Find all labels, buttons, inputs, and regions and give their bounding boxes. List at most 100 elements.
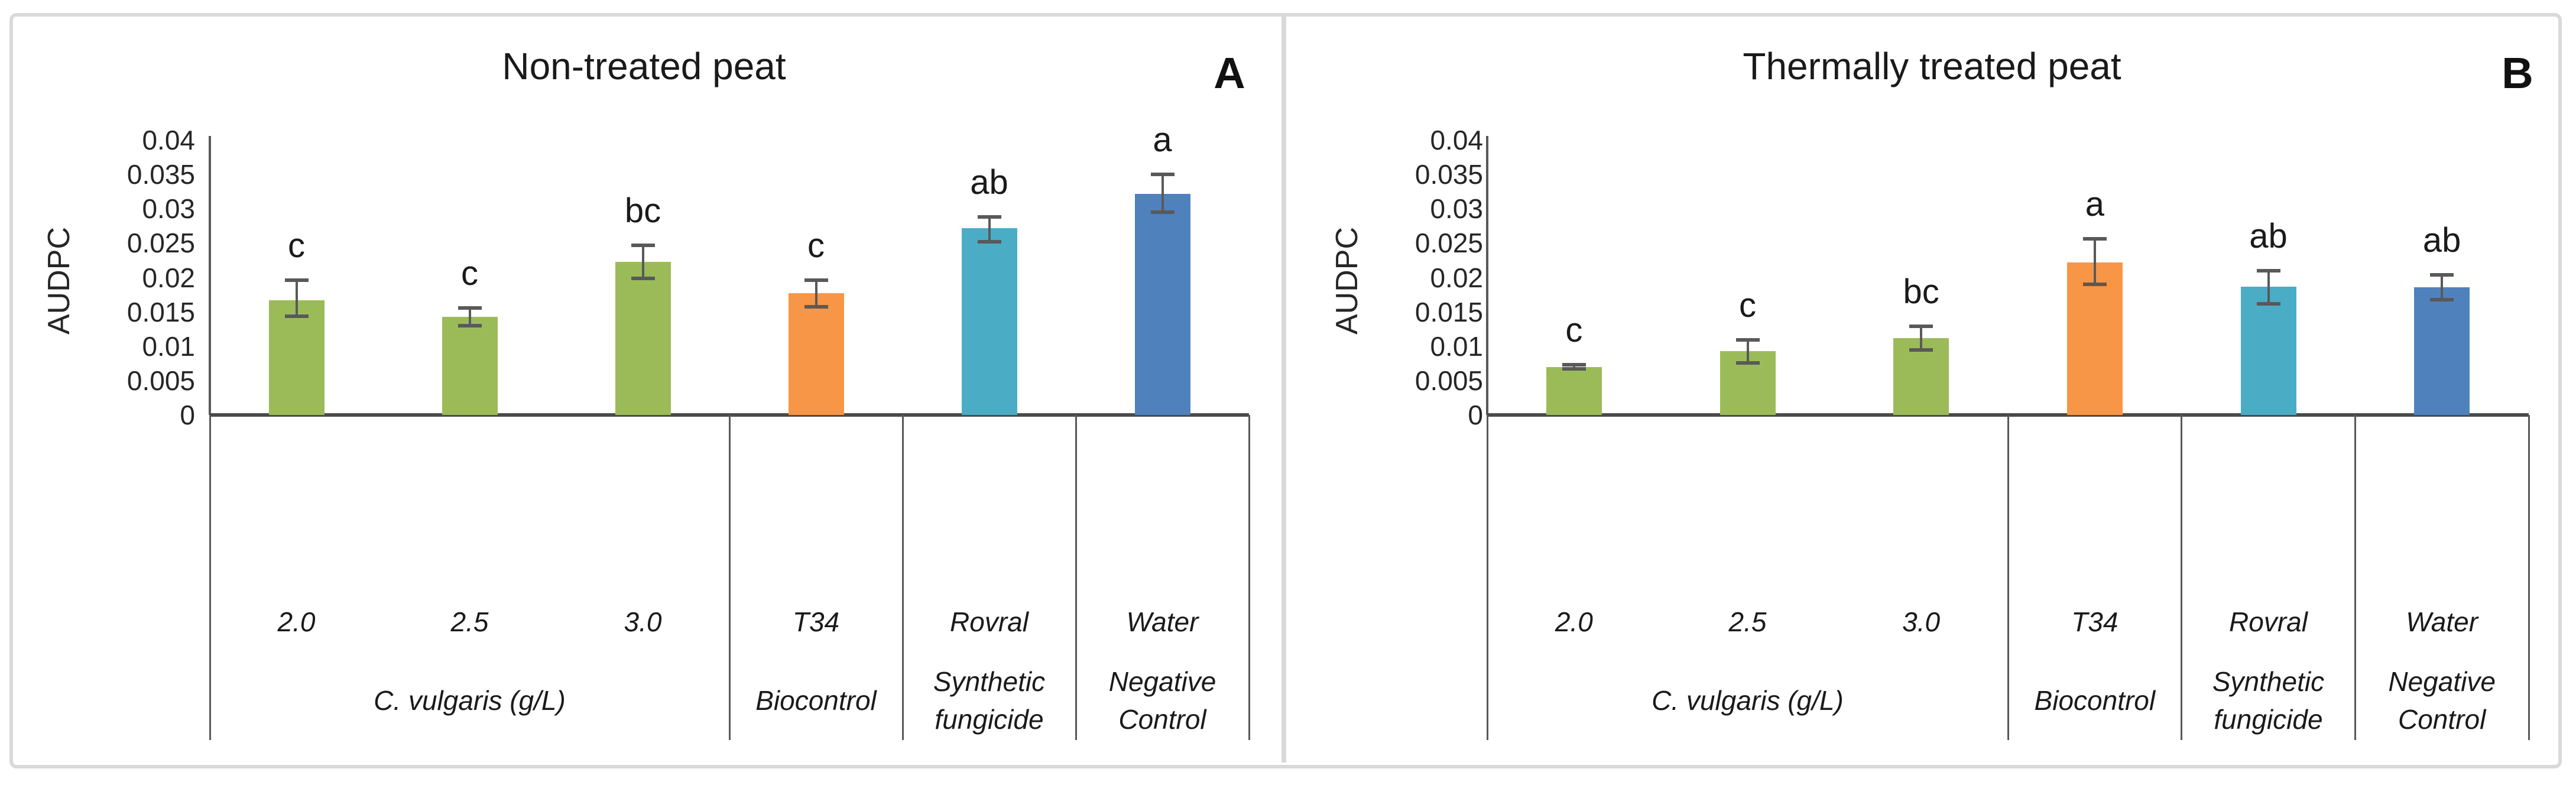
x-group-label-line: C. vulgaris (g/L): [374, 685, 566, 716]
error-bar-cap-top: [631, 243, 655, 247]
x-category-label: Water: [1126, 606, 1199, 637]
x-group-label-line: Control: [2398, 704, 2486, 735]
significance-letter: bc: [1903, 273, 1939, 312]
category-separator: [2007, 415, 2009, 740]
significance-letter: c: [288, 226, 305, 265]
error-bar-cap-top: [1150, 173, 1175, 177]
error-bar-cap-bottom: [631, 276, 655, 280]
panel-b: Thermally treated peat B AUDPC 0 0.005 0.0…: [1288, 0, 2576, 785]
y-tick-label: 0.04: [142, 125, 195, 155]
x-group-label-line: Negative: [1108, 666, 1216, 697]
category-separator: [1075, 415, 1077, 740]
x-group-label-line: Biocontrol: [2034, 685, 2156, 716]
x-category-label: T34: [792, 606, 840, 637]
error-bar-cap-bottom: [1562, 367, 1586, 371]
bar: [2240, 286, 2296, 415]
y-tick-label: 0.015: [126, 296, 195, 327]
x-category-label: Water: [2406, 606, 2478, 637]
x-category-label: Rovral: [2229, 606, 2308, 637]
x-category-label: 3.0: [1902, 606, 1941, 637]
error-bar-stem: [2441, 274, 2444, 300]
significance-letter: c: [1565, 311, 1583, 350]
error-bar-cap-top: [458, 306, 482, 310]
bar: [615, 261, 671, 415]
error-bar-cap-bottom: [2256, 301, 2280, 306]
category-separator: [1486, 415, 1488, 740]
y-tick-label: 0: [1468, 400, 1483, 430]
bar: [788, 293, 844, 415]
bar: [442, 316, 498, 415]
significance-letter: ab: [2249, 216, 2288, 255]
error-bar-cap-bottom: [804, 305, 828, 309]
error-bar-cap-bottom: [2082, 283, 2107, 287]
error-bar-cap-bottom: [284, 314, 309, 318]
y-tick-label: 0.03: [142, 193, 195, 225]
x-group-label: Negative Control: [1076, 662, 1249, 739]
x-group-label-line: Control: [1118, 704, 1206, 735]
significance-letter: c: [1739, 286, 1756, 325]
panel-a-title: Non-treated peat: [502, 45, 786, 87]
error-bar-cap-bottom: [977, 240, 1001, 244]
y-tick-label: 0.02: [1430, 262, 1483, 293]
error-bar-stem: [815, 280, 817, 307]
x-category-label: 3.0: [624, 606, 662, 637]
y-tick-label: 0.03: [1430, 193, 1483, 225]
significance-letter: ab: [2422, 220, 2461, 259]
x-category-label: T34: [2071, 606, 2118, 637]
error-bar-cap-bottom: [1909, 348, 1933, 352]
significance-letter: bc: [624, 191, 661, 230]
error-bar-stem: [641, 245, 644, 278]
x-group-label: C. vulgaris (g/L): [210, 662, 729, 739]
y-axis-line: [1486, 136, 1488, 415]
y-tick-label: 0.015: [1414, 296, 1483, 327]
y-tick-label: 0.04: [1430, 125, 1483, 155]
error-bar-stem: [295, 280, 298, 316]
y-tick-label: 0.02: [142, 262, 195, 293]
x-category-label: 2.0: [1555, 606, 1593, 637]
error-bar-stem: [988, 217, 991, 242]
x-group-label-line: Synthetic: [933, 666, 1046, 697]
error-bar-cap-bottom: [1735, 361, 1760, 365]
bar: [1134, 193, 1190, 415]
panel-a: Non-treated peat A AUDPC 0 0.005 0.01 0.015…: [42, 45, 1250, 740]
y-tick-label: 0.035: [126, 159, 195, 190]
x-group-label-line: fungicide: [935, 704, 1044, 735]
y-tick-label: 0.005: [1414, 365, 1483, 396]
x-group-label: Biocontrol: [2008, 662, 2182, 739]
significance-letter: c: [461, 254, 478, 293]
category-separator: [901, 415, 904, 740]
error-bar-stem: [2093, 239, 2096, 285]
significance-letter: ab: [970, 163, 1008, 202]
x-category-label: 2.5: [1728, 606, 1767, 637]
panel-a-letter: A: [1214, 48, 1245, 98]
bar: [2066, 262, 2123, 415]
category-separator: [728, 415, 731, 740]
error-bar-cap-top: [284, 278, 309, 283]
y-tick-label: 0.025: [126, 228, 195, 259]
error-bar-cap-top: [977, 215, 1001, 219]
y-tick-label: 0.025: [1414, 228, 1483, 259]
x-group-label-line: Synthetic: [2212, 666, 2325, 697]
x-category-label: 2.5: [450, 606, 489, 637]
x-group-label-line: Negative: [2388, 666, 2496, 697]
error-bar-cap-bottom: [2430, 297, 2454, 301]
error-bar-stem: [468, 307, 471, 326]
significance-letter: a: [2085, 185, 2104, 224]
error-bar-stem: [2267, 270, 2270, 304]
error-bar-cap-bottom: [458, 323, 482, 327]
x-group-label: Biocontrol: [729, 662, 903, 739]
x-group-label: Synthetic fungicide: [2182, 662, 2356, 739]
error-bar-stem: [1746, 340, 1749, 363]
y-tick-label: 0.035: [1414, 159, 1483, 190]
error-bar-stem: [1161, 174, 1164, 213]
significance-letter: c: [807, 226, 825, 265]
x-category-label: Rovral: [950, 606, 1029, 637]
error-bar-stem: [1920, 326, 1923, 350]
bar: [2414, 287, 2470, 415]
category-separator: [209, 415, 211, 740]
y-tick-label: 0.01: [1430, 330, 1483, 362]
error-bar-cap-top: [1909, 325, 1933, 329]
x-group-label-line: fungicide: [2214, 704, 2323, 735]
category-separator: [1248, 415, 1250, 740]
